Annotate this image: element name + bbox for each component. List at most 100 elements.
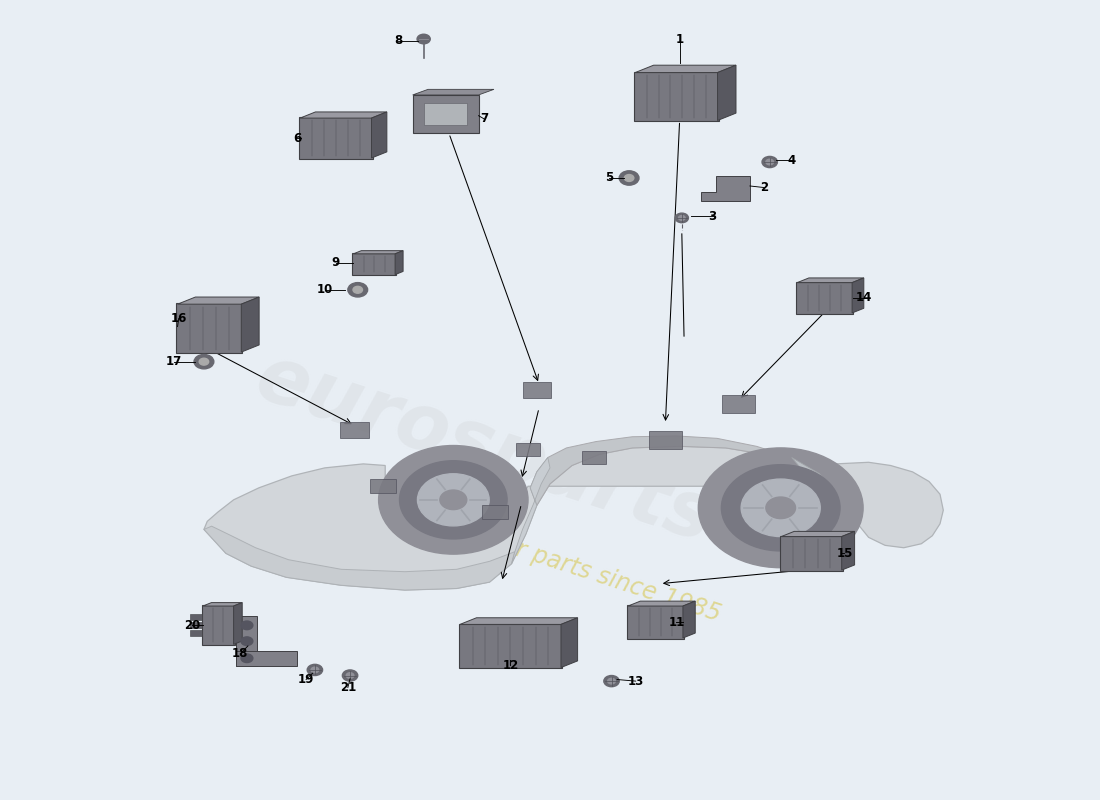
- Polygon shape: [852, 278, 864, 313]
- Text: a passion for parts since 1985: a passion for parts since 1985: [376, 493, 724, 626]
- Circle shape: [194, 354, 213, 369]
- Text: 5: 5: [605, 171, 614, 185]
- Text: 1: 1: [675, 33, 684, 46]
- Circle shape: [417, 34, 430, 44]
- Circle shape: [766, 159, 773, 165]
- Polygon shape: [530, 436, 845, 506]
- FancyBboxPatch shape: [522, 382, 551, 398]
- Polygon shape: [233, 602, 242, 644]
- FancyBboxPatch shape: [780, 536, 843, 571]
- Circle shape: [346, 673, 354, 678]
- Text: 15: 15: [836, 547, 852, 560]
- Polygon shape: [701, 175, 750, 201]
- Text: 4: 4: [788, 154, 795, 167]
- FancyBboxPatch shape: [482, 505, 508, 519]
- Text: 12: 12: [503, 658, 518, 672]
- Circle shape: [199, 358, 209, 365]
- Polygon shape: [412, 90, 494, 95]
- Circle shape: [741, 479, 821, 537]
- Polygon shape: [717, 65, 736, 121]
- Circle shape: [342, 670, 358, 681]
- Polygon shape: [628, 601, 695, 606]
- Circle shape: [440, 490, 466, 510]
- Text: 20: 20: [184, 618, 200, 632]
- FancyBboxPatch shape: [236, 650, 297, 666]
- FancyBboxPatch shape: [459, 624, 562, 668]
- Polygon shape: [635, 65, 736, 73]
- Polygon shape: [842, 531, 855, 570]
- FancyBboxPatch shape: [201, 606, 234, 645]
- Circle shape: [625, 174, 634, 182]
- Circle shape: [679, 215, 685, 220]
- FancyBboxPatch shape: [425, 103, 468, 125]
- Circle shape: [311, 667, 319, 673]
- Polygon shape: [561, 618, 578, 667]
- FancyBboxPatch shape: [627, 606, 684, 638]
- Text: 6: 6: [294, 131, 301, 145]
- Polygon shape: [372, 112, 387, 158]
- Polygon shape: [177, 297, 260, 304]
- FancyBboxPatch shape: [582, 451, 606, 464]
- FancyBboxPatch shape: [352, 253, 396, 275]
- Text: 21: 21: [340, 681, 356, 694]
- Circle shape: [378, 446, 528, 554]
- Circle shape: [675, 213, 689, 222]
- Circle shape: [604, 675, 619, 686]
- FancyBboxPatch shape: [634, 72, 718, 122]
- FancyBboxPatch shape: [370, 479, 396, 494]
- Circle shape: [241, 654, 253, 662]
- Circle shape: [607, 678, 615, 684]
- FancyBboxPatch shape: [176, 303, 242, 353]
- Text: 17: 17: [166, 355, 183, 368]
- Circle shape: [307, 664, 322, 675]
- Text: 7: 7: [480, 112, 488, 126]
- Circle shape: [762, 157, 778, 168]
- Polygon shape: [300, 112, 387, 118]
- Text: 10: 10: [317, 283, 333, 296]
- Polygon shape: [353, 250, 403, 254]
- Polygon shape: [512, 458, 550, 564]
- Polygon shape: [781, 531, 855, 537]
- Circle shape: [766, 497, 795, 518]
- Circle shape: [418, 474, 490, 526]
- Polygon shape: [460, 618, 578, 625]
- Text: 2: 2: [760, 181, 768, 194]
- Text: 8: 8: [394, 34, 403, 47]
- Text: eurosparts: eurosparts: [246, 338, 723, 558]
- FancyBboxPatch shape: [723, 395, 756, 413]
- Circle shape: [722, 465, 840, 551]
- Text: 18: 18: [232, 647, 249, 661]
- FancyBboxPatch shape: [189, 630, 201, 636]
- FancyBboxPatch shape: [189, 622, 201, 629]
- Polygon shape: [395, 250, 403, 274]
- FancyBboxPatch shape: [796, 282, 854, 314]
- Text: 3: 3: [708, 210, 717, 223]
- Text: 16: 16: [170, 312, 187, 325]
- FancyBboxPatch shape: [236, 617, 257, 666]
- FancyBboxPatch shape: [412, 95, 478, 134]
- Circle shape: [698, 448, 864, 568]
- Text: 13: 13: [628, 674, 643, 688]
- Circle shape: [241, 637, 253, 646]
- FancyBboxPatch shape: [299, 118, 373, 159]
- Circle shape: [399, 461, 507, 539]
- Polygon shape: [683, 601, 695, 638]
- Circle shape: [348, 282, 367, 297]
- Polygon shape: [241, 297, 260, 352]
- Text: 14: 14: [856, 291, 872, 304]
- Circle shape: [241, 621, 253, 630]
- Text: 9: 9: [331, 256, 340, 269]
- FancyBboxPatch shape: [189, 614, 201, 621]
- Polygon shape: [202, 602, 242, 606]
- Text: 11: 11: [668, 615, 684, 629]
- Circle shape: [353, 286, 363, 294]
- Polygon shape: [798, 278, 864, 282]
- Circle shape: [619, 170, 639, 185]
- Polygon shape: [792, 458, 836, 492]
- FancyBboxPatch shape: [340, 422, 368, 438]
- FancyBboxPatch shape: [649, 431, 682, 449]
- Polygon shape: [204, 446, 944, 590]
- Text: 19: 19: [298, 673, 315, 686]
- FancyBboxPatch shape: [516, 443, 540, 456]
- Polygon shape: [204, 526, 515, 590]
